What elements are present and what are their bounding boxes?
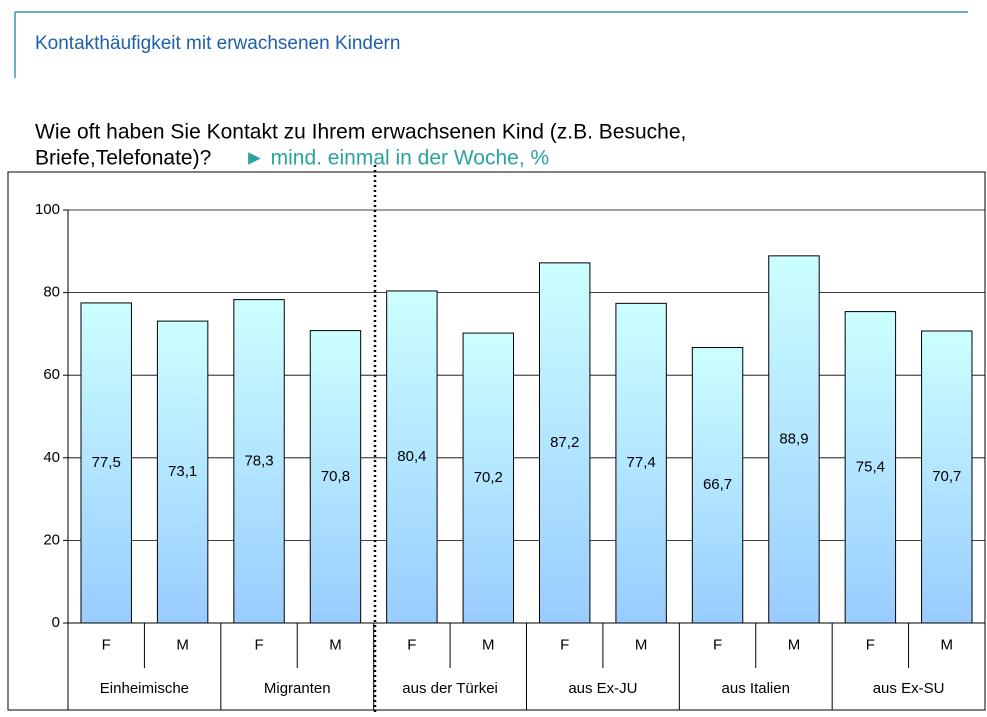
data-label: 73,1	[168, 463, 197, 480]
y-tick-label: 100	[35, 201, 60, 218]
data-label: 70,7	[932, 468, 961, 485]
question: Briefe,Telefonate)?	[35, 147, 211, 170]
bar	[844, 311, 897, 624]
x-tick-label: M	[941, 636, 954, 653]
y-tick-label: 0	[52, 614, 60, 631]
x-tick-label: F	[254, 636, 263, 653]
chart-frame	[7, 171, 986, 711]
x-tick-label: M	[482, 636, 495, 653]
x-tick-label: F	[407, 636, 416, 653]
bar	[156, 320, 209, 624]
bar	[80, 302, 132, 624]
group-label: aus der Türkei	[402, 680, 498, 697]
y-tick-label: 80	[43, 284, 60, 301]
data-label: 77,5	[92, 454, 121, 471]
group-label: aus Ex-SU	[873, 680, 945, 697]
bar	[615, 302, 667, 624]
y-tick-label: 40	[43, 449, 60, 466]
slide-title: Kontakthäufigkeit mit erwachsenen Kinder…	[35, 33, 400, 54]
question: Wie oft haben Sie Kontakt zu Ihrem erwac…	[35, 121, 686, 144]
x-tick-label: M	[788, 636, 801, 653]
group-label: aus Italien	[722, 680, 790, 697]
x-tick-label: F	[866, 636, 875, 653]
y-tick-label: 20	[43, 531, 60, 548]
x-tick-label: F	[560, 636, 569, 653]
group-label: Migranten	[264, 680, 331, 697]
group-label: aus Ex-JU	[568, 680, 637, 697]
bar	[386, 290, 438, 624]
y-tick-label: 60	[43, 366, 60, 383]
x-tick-label: M	[635, 636, 648, 653]
data-label: 80,4	[397, 448, 426, 465]
x-tick-label: M	[329, 636, 342, 653]
bar	[233, 299, 285, 624]
bar	[691, 347, 744, 624]
x-tick-label: F	[102, 636, 111, 653]
data-label: 77,4	[627, 454, 656, 471]
subtitle: ► mind. einmal in der Woche, %	[244, 147, 549, 170]
x-tick-label: F	[713, 636, 722, 653]
bar	[538, 262, 591, 624]
x-tick-label: M	[176, 636, 189, 653]
data-label: 70,8	[321, 468, 350, 485]
data-label: 66,7	[703, 476, 732, 493]
data-label: 78,3	[244, 452, 273, 469]
data-label: 88,9	[779, 430, 808, 447]
data-label: 70,2	[474, 469, 503, 486]
bar	[921, 330, 973, 624]
bar	[768, 255, 820, 624]
data-label: 75,4	[856, 458, 885, 475]
bar	[462, 332, 515, 624]
data-label: 87,2	[550, 434, 579, 451]
group-label: Einheimische	[100, 680, 189, 697]
